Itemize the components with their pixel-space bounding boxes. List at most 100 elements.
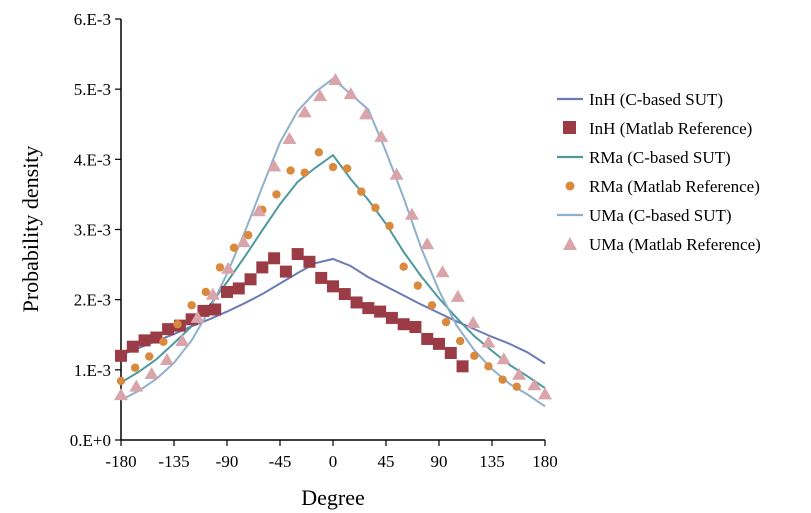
data-point bbox=[327, 280, 339, 293]
data-point bbox=[145, 352, 154, 361]
x-ticks: -180 -135 -90 -45 0 45 90 135 180 bbox=[105, 440, 558, 471]
series-line bbox=[120, 77, 546, 408]
x-tick-label: -45 bbox=[269, 452, 292, 471]
data-point bbox=[374, 129, 389, 142]
data-point bbox=[328, 73, 343, 86]
x-tick-label: -180 bbox=[105, 452, 136, 471]
data-point bbox=[328, 162, 338, 172]
data-point bbox=[342, 164, 352, 173]
data-point bbox=[481, 335, 496, 348]
legend-label: UMa (C-based SUT) bbox=[589, 206, 732, 225]
data-point bbox=[114, 388, 128, 401]
legend-square-swatch bbox=[563, 121, 576, 134]
data-point bbox=[268, 252, 281, 265]
data-point bbox=[291, 248, 304, 261]
legend-swatch bbox=[565, 181, 575, 191]
data-point bbox=[150, 331, 163, 344]
data-point bbox=[498, 375, 507, 384]
data-point bbox=[187, 301, 196, 310]
x-tick-label: -90 bbox=[216, 452, 239, 471]
y-tick-label: 4.E-3 bbox=[74, 150, 111, 169]
data-point bbox=[162, 323, 175, 336]
data-point bbox=[115, 349, 127, 362]
data-point bbox=[338, 288, 351, 301]
series-line bbox=[120, 153, 546, 389]
data-point bbox=[433, 337, 445, 350]
data-point bbox=[236, 235, 251, 248]
data-point bbox=[286, 166, 295, 175]
data-point bbox=[385, 311, 398, 324]
x-tick-label: 45 bbox=[378, 452, 395, 471]
legend-label: RMa (Matlab Reference) bbox=[589, 177, 760, 196]
legend-swatch bbox=[563, 121, 576, 134]
legend-circle-swatch bbox=[565, 181, 575, 191]
data-point bbox=[138, 334, 151, 347]
data-point bbox=[297, 105, 312, 118]
data-point bbox=[350, 296, 363, 309]
data-point bbox=[126, 340, 139, 353]
data-point bbox=[229, 243, 239, 252]
x-tick-label: -135 bbox=[158, 452, 189, 471]
y-tick-label: 1.E-3 bbox=[74, 361, 111, 380]
data-point bbox=[251, 204, 266, 217]
x-tick-label: 0 bbox=[329, 452, 338, 471]
data-point bbox=[129, 379, 144, 392]
data-point bbox=[159, 353, 174, 366]
legend-label: InH (Matlab Reference) bbox=[589, 119, 752, 138]
data-point bbox=[201, 287, 210, 297]
data-point bbox=[173, 320, 182, 329]
y-tick-label: 3.E-3 bbox=[74, 221, 111, 240]
x-axis-title: Degree bbox=[301, 485, 365, 510]
data-point bbox=[315, 271, 328, 284]
data-point bbox=[130, 363, 140, 372]
data-point bbox=[190, 310, 205, 323]
data-point bbox=[413, 281, 422, 290]
data-point bbox=[314, 148, 324, 157]
data-point bbox=[527, 378, 542, 391]
data-point bbox=[512, 382, 521, 391]
data-point bbox=[116, 376, 126, 386]
data-point bbox=[456, 360, 469, 373]
y-tick-label: 2.E-3 bbox=[74, 291, 111, 310]
data-point bbox=[371, 203, 380, 212]
data-point bbox=[441, 317, 451, 327]
legend-label: InH (C-based SUT) bbox=[589, 90, 723, 109]
data-point bbox=[450, 289, 465, 302]
data-point bbox=[343, 87, 358, 100]
data-point bbox=[456, 336, 465, 346]
data-point bbox=[404, 207, 419, 220]
y-axis-title: Probability density bbox=[18, 146, 43, 313]
legend-label: UMa (Matlab Reference) bbox=[589, 235, 761, 254]
data-point bbox=[205, 287, 220, 300]
legend: InH (C-based SUT) InH (Matlab Reference) R… bbox=[557, 90, 761, 254]
y-tick-label: 0.E+0 bbox=[70, 431, 111, 450]
data-point bbox=[466, 315, 481, 328]
data-point bbox=[385, 221, 394, 231]
x-tick-label: 135 bbox=[479, 452, 505, 471]
data-point bbox=[374, 305, 387, 318]
data-point bbox=[244, 230, 253, 240]
data-point bbox=[232, 282, 245, 295]
x-tick-label: 180 bbox=[532, 452, 558, 471]
data-point bbox=[303, 255, 316, 268]
data-point bbox=[420, 237, 435, 250]
data-point bbox=[159, 337, 168, 346]
data-point bbox=[221, 261, 236, 274]
data-point bbox=[496, 352, 511, 365]
data-point bbox=[175, 334, 190, 347]
legend-swatch bbox=[563, 237, 577, 250]
data-point bbox=[484, 362, 493, 371]
data-point bbox=[256, 261, 269, 274]
data-point bbox=[389, 167, 404, 180]
x-tick-label: 90 bbox=[431, 452, 448, 471]
data-point bbox=[409, 321, 422, 334]
data-point bbox=[282, 131, 297, 144]
legend-label: RMa (C-based SUT) bbox=[589, 148, 731, 167]
data-point bbox=[397, 318, 410, 331]
series-lines bbox=[120, 77, 546, 408]
data-point bbox=[362, 302, 375, 315]
y-ticks: 0.E+0 1.E-3 2.E-3 3.E-3 4.E-3 5.E-3 6.E-3 bbox=[70, 10, 121, 450]
data-point bbox=[221, 285, 233, 298]
data-point bbox=[272, 190, 281, 199]
data-point bbox=[399, 262, 408, 271]
